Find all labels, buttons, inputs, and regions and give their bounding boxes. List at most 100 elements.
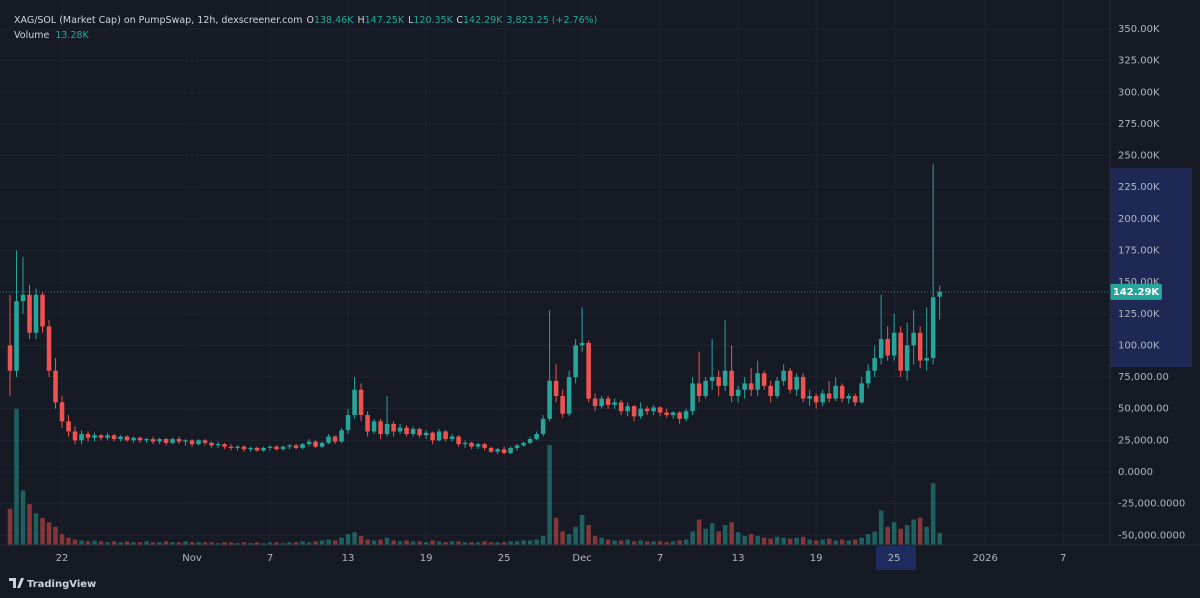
candle-body: [605, 398, 611, 405]
legend-o-label: O: [306, 15, 313, 26]
candle-body: [365, 415, 370, 432]
x-tick-label: 2026: [972, 553, 997, 564]
candle-body: [306, 441, 312, 445]
volume-bar: [787, 538, 793, 545]
y-tick-label: 0.0000: [1118, 467, 1153, 478]
volume-value: 13.28K: [55, 30, 89, 41]
last-price-label: 142.29K: [1113, 287, 1161, 298]
candle-body: [46, 326, 52, 371]
volume-bar: [345, 534, 351, 545]
y-tick-label: 50,000.00: [1118, 404, 1169, 415]
candle-body: [176, 439, 182, 442]
volume-bar: [189, 542, 195, 545]
candle-body: [846, 396, 851, 399]
candle-body: [293, 445, 299, 448]
candle-body: [326, 436, 331, 443]
volume-bar: [176, 542, 182, 545]
volume-bar: [313, 541, 318, 545]
candle-body: [748, 383, 754, 390]
candle-body: [904, 345, 910, 371]
volume-bar: [521, 540, 526, 545]
logo-icon: [9, 578, 24, 588]
candle-body: [859, 383, 864, 403]
candle-body: [85, 434, 91, 438]
volume-bar: [800, 536, 806, 545]
y-tick-label: 325.00K: [1118, 56, 1160, 67]
volume-bar: [66, 537, 71, 545]
volume-bar: [878, 510, 884, 545]
legend-l-label: L: [408, 15, 414, 26]
candle-body: [735, 389, 741, 397]
candle-body: [170, 439, 175, 443]
candle-body: [137, 437, 143, 441]
candle-body: [313, 441, 318, 447]
volume-bar: [7, 508, 13, 545]
axis-range-highlight: [1110, 168, 1192, 367]
volume-bar: [508, 541, 513, 545]
y-tick-label: 300.00K: [1118, 87, 1160, 98]
volume-bar: [586, 525, 591, 545]
candle-body: [222, 444, 227, 447]
volume-bar: [904, 525, 910, 545]
volume-bar: [573, 526, 578, 545]
candles: [7, 164, 942, 455]
volume-bar: [144, 541, 149, 545]
volume-bar: [280, 543, 286, 545]
title: XAG/SOL (Market Cap) on PumpSwap, 12h, d…: [14, 15, 302, 26]
x-tick-label: 25: [888, 553, 901, 564]
legend-close: 142.29K: [463, 15, 503, 26]
legend-low: 120.35K: [413, 15, 453, 26]
volume-bar: [911, 519, 916, 545]
volume-bar: [852, 539, 858, 545]
candle-body: [696, 383, 702, 397]
candle-body: [358, 389, 364, 416]
candle-body: [937, 291, 942, 297]
volume-bar: [339, 537, 344, 545]
x-tick-label: 25: [498, 553, 511, 564]
volume-bar: [703, 528, 708, 545]
volume-bar: [924, 526, 929, 545]
candle-body: [579, 342, 585, 346]
volume-bar: [664, 542, 669, 545]
volume-bar: [371, 540, 377, 545]
candle-body: [163, 439, 169, 443]
volume-bar: [670, 541, 676, 545]
volume-bar: [222, 542, 227, 545]
candle-body: [625, 406, 630, 412]
volume-bar: [482, 541, 487, 545]
candle-body: [508, 447, 513, 453]
volume-bar: [33, 513, 39, 545]
volume-bar: [118, 542, 123, 545]
candle-body: [761, 373, 767, 386]
x-tick-label: Dec: [572, 553, 591, 564]
volume-bar: [241, 542, 247, 545]
volume-bar: [98, 541, 104, 545]
candle-body: [924, 358, 929, 361]
candle-body: [670, 412, 676, 416]
volume-bar: [612, 540, 617, 545]
volume-bar: [14, 408, 19, 545]
candle-body: [215, 444, 221, 446]
candle-body: [98, 435, 104, 438]
candle-body: [703, 380, 708, 397]
volume-bar: [625, 539, 630, 545]
candle-body: [436, 431, 442, 441]
candle-body: [228, 446, 234, 448]
legend-c-label: C: [456, 15, 463, 26]
volume-bar: [131, 542, 136, 545]
x-tick-label: 19: [810, 553, 823, 564]
candle-body: [40, 294, 45, 327]
volume-bar: [475, 542, 481, 545]
volume-bar: [839, 539, 845, 545]
volume-bar: [774, 536, 780, 545]
candle-body: [813, 396, 819, 403]
volume-bar: [202, 542, 208, 545]
x-tick-label: Nov: [182, 553, 202, 564]
candle-body: [638, 408, 643, 417]
volume-bar: [209, 542, 214, 545]
candle-body: [755, 373, 760, 390]
candle-body: [618, 402, 624, 412]
candle-body: [833, 385, 838, 399]
candle-body: [410, 428, 416, 435]
